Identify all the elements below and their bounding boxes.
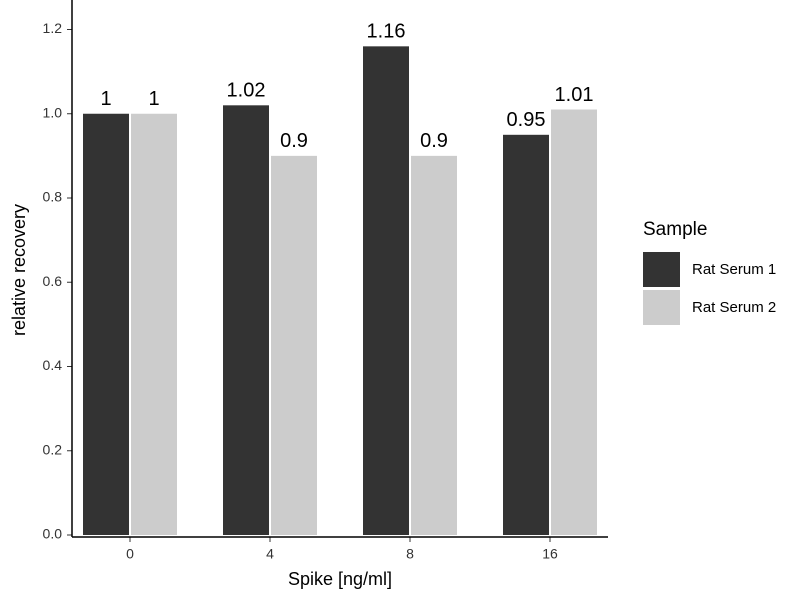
- bar: [223, 105, 269, 535]
- bar: [503, 134, 549, 535]
- bar: [271, 155, 317, 535]
- y-axis-title: relative recovery: [9, 204, 29, 336]
- bar: [363, 46, 409, 535]
- data-label: 0.9: [280, 130, 308, 152]
- legend-swatch: [643, 252, 680, 287]
- y-tick-label: 0.0: [43, 526, 63, 542]
- bar: [83, 113, 129, 535]
- y-tick-label: 0.8: [43, 189, 63, 205]
- legend-label: Rat Serum 1: [692, 261, 776, 278]
- y-tick-label: 1.2: [43, 20, 63, 36]
- bar: [131, 113, 177, 535]
- data-label: 0.95: [507, 109, 546, 131]
- legend-swatch: [643, 290, 680, 325]
- x-tick-label: 16: [542, 546, 558, 562]
- bar: [411, 155, 457, 535]
- x-tick-label: 0: [126, 546, 134, 562]
- data-label: 1.16: [367, 21, 406, 43]
- x-axis-title: Spike [ng/ml]: [288, 569, 392, 589]
- data-label: 1.01: [555, 84, 594, 106]
- data-label: 1: [148, 88, 159, 110]
- y-tick-label: 0.2: [43, 441, 63, 457]
- bar: [551, 109, 597, 535]
- legend-title: Sample: [643, 219, 707, 240]
- data-label: 1.02: [227, 80, 266, 102]
- x-tick-label: 4: [266, 546, 274, 562]
- data-label: 1: [100, 88, 111, 110]
- legend-label: Rat Serum 2: [692, 299, 776, 316]
- data-label: 0.9: [420, 130, 448, 152]
- y-tick-label: 0.6: [43, 273, 63, 289]
- x-tick-label: 8: [406, 546, 414, 562]
- y-tick-label: 1.0: [43, 104, 63, 120]
- y-tick-label: 0.4: [43, 357, 63, 373]
